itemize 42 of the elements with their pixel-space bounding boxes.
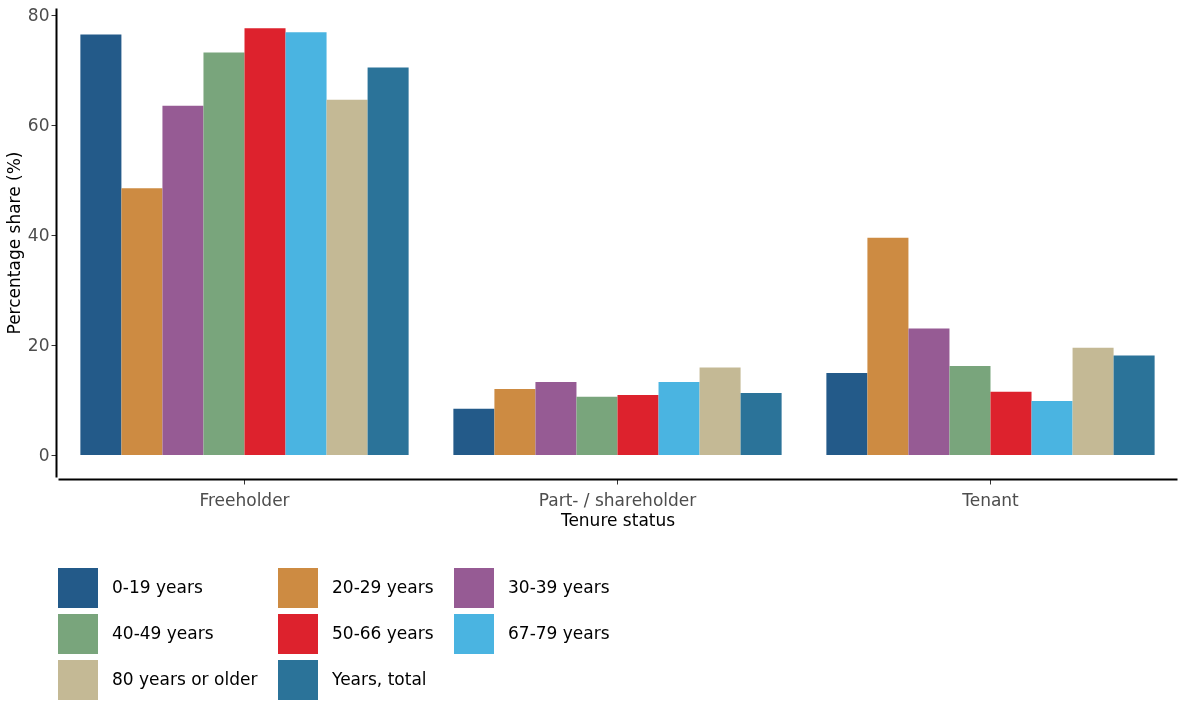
bar <box>1113 355 1155 456</box>
bar <box>826 373 868 456</box>
bar <box>699 367 741 456</box>
bar <box>162 105 204 456</box>
bar <box>617 395 659 456</box>
bar <box>121 188 163 456</box>
y-tick-label: 80 <box>27 4 50 25</box>
bar <box>453 408 495 456</box>
legend-label: 80 years or older <box>112 669 258 689</box>
bar <box>867 237 909 456</box>
bar <box>80 34 122 456</box>
legend-label: 40-49 years <box>112 623 214 643</box>
legend-label: 0-19 years <box>112 577 203 597</box>
y-tick-label: 0 <box>38 444 50 465</box>
legend-label: 20-29 years <box>332 577 434 597</box>
bar <box>1072 347 1114 456</box>
y-axis-title: Percentage share (%) <box>3 151 24 335</box>
legend-label: 67-79 years <box>508 623 610 643</box>
y-tick-label: 60 <box>27 114 50 135</box>
bar <box>990 391 1032 456</box>
bar <box>740 392 782 456</box>
legend-label: 30-39 years <box>508 577 610 597</box>
bar <box>244 28 286 456</box>
bar <box>367 67 409 456</box>
legend-label: Years, total <box>331 669 427 689</box>
legend-label: 50-66 years <box>332 623 434 643</box>
y-tick-label: 20 <box>27 334 50 355</box>
bar <box>326 99 368 456</box>
bar <box>658 381 700 456</box>
bar <box>576 396 618 456</box>
bar <box>535 381 577 456</box>
bar <box>908 328 950 456</box>
x-tick-label: Part- / shareholder <box>538 489 697 510</box>
bar <box>1031 401 1073 456</box>
x-tick-label: Tenant <box>961 489 1020 510</box>
bar <box>285 32 327 456</box>
x-axis-title: Tenure status <box>559 509 676 530</box>
bar <box>949 365 991 456</box>
bar <box>203 52 245 456</box>
x-tick-label: Freeholder <box>199 489 290 510</box>
y-tick-label: 40 <box>27 224 50 245</box>
bar <box>494 389 536 456</box>
